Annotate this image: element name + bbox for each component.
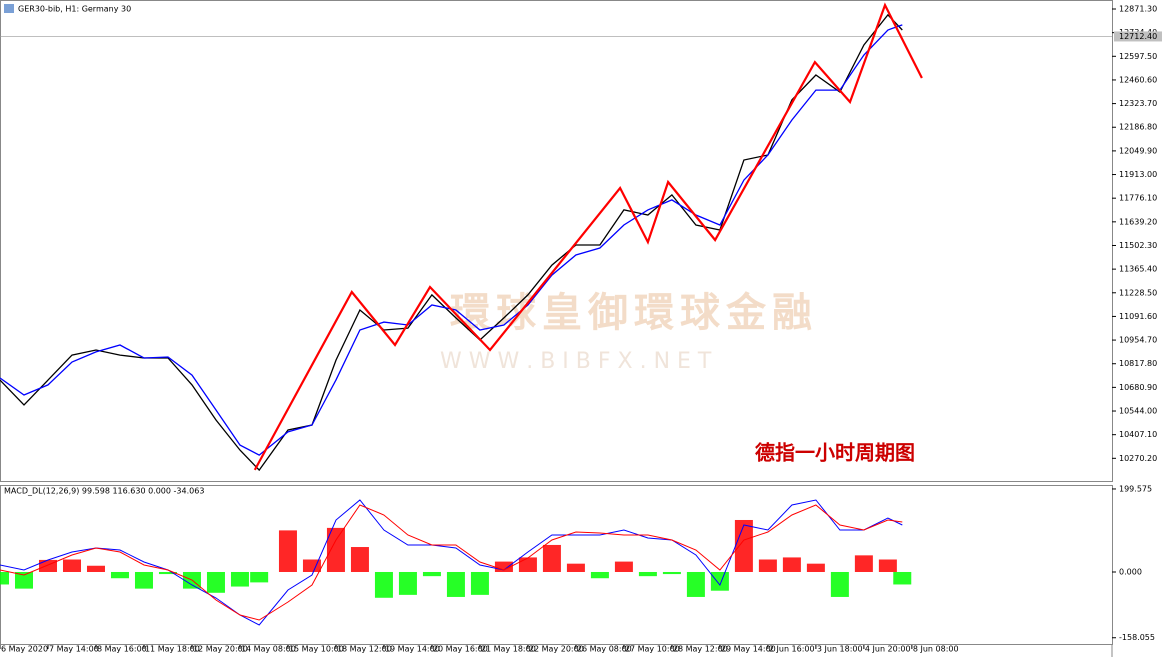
series-line bbox=[0, 24, 903, 456]
y-tick-label: 11913.00 bbox=[1119, 170, 1157, 179]
y-tick-label: 12186.80 bbox=[1119, 123, 1157, 132]
histogram-bar bbox=[62, 559, 81, 572]
histogram-bar bbox=[542, 544, 561, 572]
histogram-bar bbox=[302, 559, 321, 572]
histogram-bar bbox=[134, 571, 153, 589]
y-tick-label: 12597.50 bbox=[1119, 52, 1157, 61]
y-tick-label: 0.000 bbox=[1119, 567, 1142, 576]
y-tick-label: 11365.40 bbox=[1119, 265, 1157, 274]
y-tick-label: 11776.10 bbox=[1119, 194, 1157, 203]
histogram-bar bbox=[14, 571, 33, 589]
x-tick-label: 18 May 12:00 bbox=[337, 645, 392, 654]
x-tick-label: 27 May 10:00 bbox=[625, 645, 680, 654]
y-tick-label: 10680.90 bbox=[1119, 383, 1157, 392]
histogram-bar bbox=[422, 571, 441, 577]
histogram-bar bbox=[0, 571, 9, 585]
x-tick-label: 26 May 08:00 bbox=[577, 645, 632, 654]
histogram-bar bbox=[806, 563, 825, 572]
y-tick-label: 10817.80 bbox=[1119, 359, 1157, 368]
x-tick-label: 2 Jun 16:00 bbox=[769, 645, 815, 654]
y-tick-label: 12049.90 bbox=[1119, 146, 1157, 155]
macd-title: MACD_DL(12,26,9) 99.598 116.630 0.000 -3… bbox=[4, 487, 204, 496]
histogram-bar bbox=[758, 559, 777, 572]
x-tick-label: 15 May 10:00 bbox=[289, 645, 344, 654]
y-tick-label: 11228.50 bbox=[1119, 288, 1157, 297]
chart-title: GER30-bib, H1: Germany 30 bbox=[18, 5, 131, 14]
watermark-brand: 環球皇御環球金融 bbox=[450, 290, 818, 336]
y-tick-label: 11091.60 bbox=[1119, 312, 1157, 321]
histogram-bar bbox=[446, 571, 465, 597]
histogram-bar bbox=[158, 571, 177, 575]
histogram-bar bbox=[494, 561, 513, 572]
y-tick-label: 12871.30 bbox=[1119, 4, 1157, 13]
symbol-icon bbox=[4, 4, 14, 13]
current-price-box bbox=[1114, 31, 1162, 42]
histogram-bar bbox=[662, 571, 681, 575]
series-line bbox=[0, 499, 903, 626]
histogram-bar bbox=[230, 571, 249, 587]
x-tick-label: 3 Jun 18:00 bbox=[817, 645, 863, 654]
histogram-bar bbox=[470, 571, 489, 595]
x-tick-label: 20 May 16:00 bbox=[433, 645, 488, 654]
histogram-bar bbox=[590, 571, 609, 579]
x-tick-label: 19 May 14:00 bbox=[385, 645, 440, 654]
current-price-label: 12712.40 bbox=[1119, 32, 1157, 41]
series-line bbox=[253, 2, 923, 471]
histogram-bar bbox=[893, 571, 912, 585]
y-tick-label: 11639.20 bbox=[1119, 217, 1157, 226]
x-tick-label: 28 May 12:00 bbox=[673, 645, 728, 654]
histogram-bar bbox=[878, 559, 897, 572]
histogram-bar bbox=[854, 555, 873, 572]
histogram-bar bbox=[110, 571, 129, 579]
histogram-bar bbox=[38, 559, 57, 572]
histogram-bar bbox=[734, 519, 753, 572]
histogram-bar bbox=[278, 530, 297, 572]
x-tick-label: 8 Jun 08:00 bbox=[913, 645, 959, 654]
x-tick-label: 12 May 20:00 bbox=[193, 645, 248, 654]
histogram-bar bbox=[830, 571, 849, 597]
x-tick-label: 8 May 16:00 bbox=[97, 645, 147, 654]
y-tick-label: 199.575 bbox=[1119, 484, 1152, 493]
y-tick-label: 11502.30 bbox=[1119, 241, 1157, 250]
histogram-bar bbox=[566, 563, 585, 572]
histogram-bar bbox=[686, 571, 705, 597]
histogram-bar bbox=[326, 527, 345, 572]
histogram-bar bbox=[350, 547, 369, 572]
y-tick-label: 10270.20 bbox=[1119, 454, 1157, 463]
y-tick-label: 12460.60 bbox=[1119, 75, 1157, 84]
x-tick-label: 6 May 2020 bbox=[1, 645, 48, 654]
x-tick-label: 22 May 20:00 bbox=[529, 645, 584, 654]
y-tick-label: 12323.70 bbox=[1119, 99, 1157, 108]
histogram-bar bbox=[638, 571, 657, 577]
y-tick-label: 10954.70 bbox=[1119, 336, 1157, 345]
series-line bbox=[0, 504, 903, 621]
histogram-bar bbox=[614, 561, 633, 572]
x-tick-label: 4 Jun 20:00 bbox=[865, 645, 911, 654]
histogram-bar bbox=[374, 571, 393, 598]
x-tick-label: 11 May 18:00 bbox=[145, 645, 200, 654]
y-tick-label: 10407.10 bbox=[1119, 430, 1157, 439]
histogram-bar bbox=[398, 571, 417, 595]
histogram-bar bbox=[206, 571, 225, 593]
x-tick-label: 21 May 18:00 bbox=[481, 645, 536, 654]
histogram-bar bbox=[250, 571, 269, 583]
x-tick-label: 29 May 14:00 bbox=[721, 645, 776, 654]
annotation: 德指一小时周期图 bbox=[755, 441, 915, 465]
watermark-url: W W W . B I B F X . N E T bbox=[440, 349, 712, 374]
y-tick-label: 10544.00 bbox=[1119, 407, 1157, 416]
histogram-bar bbox=[518, 557, 537, 572]
x-tick-label: 7 May 14:00 bbox=[49, 645, 99, 654]
y-tick-label: -158.055 bbox=[1119, 633, 1155, 642]
x-tick-label: 14 May 08:00 bbox=[241, 645, 296, 654]
histogram-bar bbox=[782, 557, 801, 572]
main-panel bbox=[0, 0, 1113, 482]
histogram-bar bbox=[710, 571, 729, 591]
histogram-bar bbox=[86, 565, 105, 572]
